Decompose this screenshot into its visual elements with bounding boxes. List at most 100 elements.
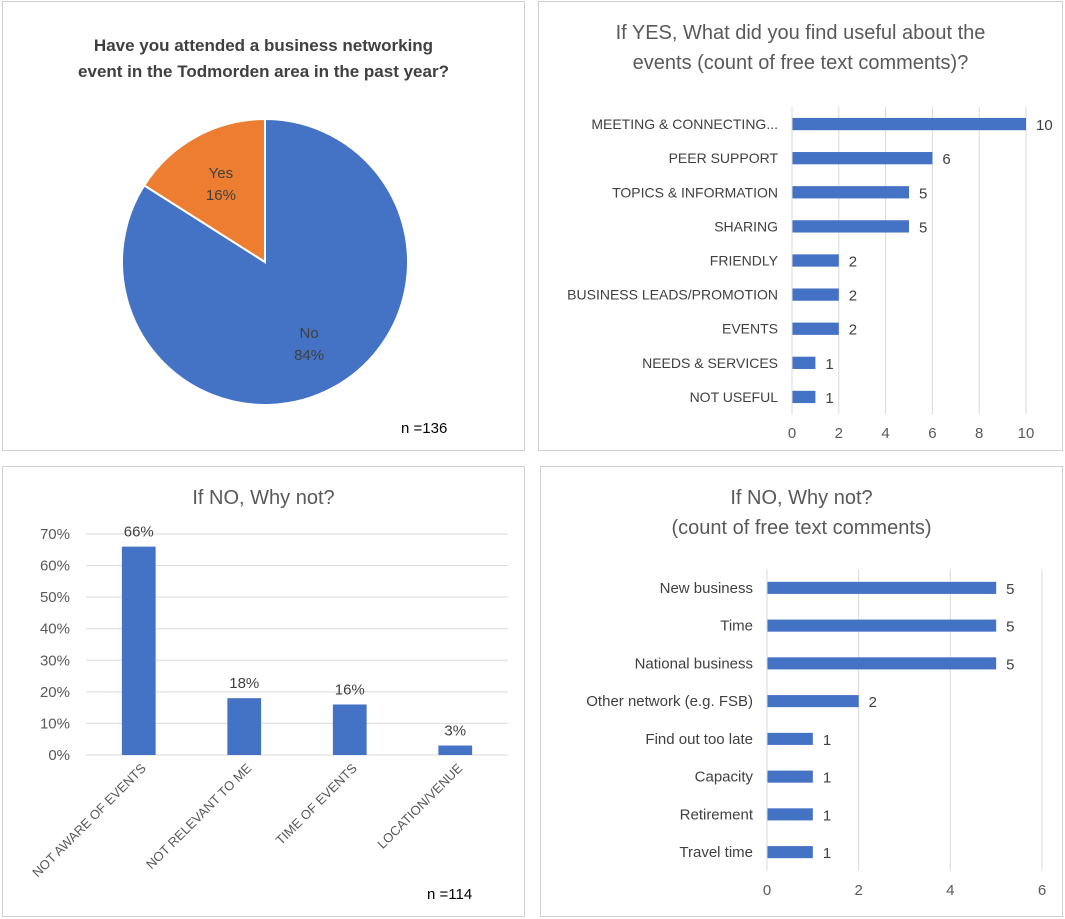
useful-tick-4: 4 [881, 425, 889, 442]
pie-value-yes: 16% [206, 187, 236, 204]
whynot-tick-20: 20% [40, 684, 70, 701]
comments-category-other-network-e-g-fsb: Other network (e.g. FSB) [586, 693, 753, 710]
useful-chart-title-line-2: events (count of free text comments)? [632, 52, 969, 74]
whynot-category-location-venue: LOCATION/VENUE [374, 760, 465, 851]
useful-bar-friendly [792, 254, 839, 267]
comments-tick-2: 2 [854, 882, 862, 899]
comments-category-find-out-too-late: Find out too late [645, 731, 753, 748]
pie-slice-yes [142, 117, 266, 264]
comments-bar-new-business [767, 581, 997, 594]
comments-category-retirement: Retirement [680, 806, 754, 823]
comments-tick-0: 0 [763, 882, 771, 899]
useful-tick-2: 2 [835, 425, 843, 442]
pie-chart: No 84% Yes 16% [121, 117, 409, 406]
comments-value-new-business: 5 [1006, 581, 1014, 598]
whynot-tick-60: 60% [40, 558, 70, 575]
why-not-comments-chart-title-line-2: (count of free text comments) [671, 517, 932, 539]
whynot-category-not-aware-of-events: NOT AWARE OF EVENTS [29, 760, 149, 880]
why-not-chart-panel: If NO, Why not? 0% 10% 20% 30% 40% 50% 60% 70% 6… [2, 466, 525, 917]
comments-bar-travel-time [767, 846, 813, 859]
comments-category-time: Time [720, 618, 753, 635]
why-not-comments-chart-title: If NO, Why not? (count of free text comm… [541, 483, 1062, 543]
comments-tick-6: 6 [1038, 882, 1046, 899]
why-not-bar-chart: 0% 10% 20% 30% 40% 50% 60% 70% 66% NOT AWARE OF E… [29, 524, 508, 880]
useful-value-sharing: 5 [919, 219, 927, 236]
useful-tick-10: 10 [1018, 425, 1035, 442]
useful-category-events: EVENTS [722, 321, 778, 337]
useful-bar-chart: 0 2 4 6 8 10 MEETING & CONNECTING... 10 PEER SUP… [567, 107, 1053, 442]
comments-bar-national-business [767, 657, 997, 670]
useful-value-peer-support: 6 [942, 151, 950, 168]
whynot-value-not-aware-of-events: 66% [124, 524, 154, 541]
useful-value-meeting-connecting: 10 [1036, 117, 1053, 134]
whynot-value-time-of-events: 16% [335, 681, 365, 698]
whynot-category-time-of-events: TIME OF EVENTS [273, 760, 360, 847]
useful-value-friendly: 2 [849, 254, 857, 271]
whynot-tick-40: 40% [40, 621, 70, 638]
comments-bar-capacity [767, 770, 813, 783]
pie-chart-title-line-2: event in the Todmorden area in the past … [78, 62, 449, 81]
why-not-comments-chart-title-line-1: If NO, Why not? [730, 487, 873, 509]
useful-tick-6: 6 [928, 425, 936, 442]
why-not-chart-title: If NO, Why not? [3, 483, 524, 513]
useful-bar-sharing [792, 220, 909, 233]
whynot-value-location-venue: 3% [444, 723, 466, 740]
comments-value-other-network-e-g-fsb: 2 [869, 694, 877, 711]
why-not-chart-sample-size: n =114 [427, 886, 473, 903]
useful-bar-topics-information [792, 186, 909, 199]
whynot-tick-70: 70% [40, 526, 70, 543]
useful-category-sharing: SHARING [714, 218, 778, 234]
useful-value-not-useful: 1 [825, 390, 833, 407]
comments-value-find-out-too-late: 1 [823, 732, 831, 749]
comments-value-national-business: 5 [1006, 656, 1014, 673]
whynot-tick-10: 10% [40, 715, 70, 732]
whynot-bar-time-of-events [332, 704, 367, 755]
useful-value-needs-services: 1 [825, 356, 833, 373]
useful-category-peer-support: PEER SUPPORT [669, 150, 779, 166]
whynot-tick-50: 50% [40, 589, 70, 606]
useful-value-topics-information: 5 [919, 185, 927, 202]
useful-bar-business-leads-promotion [792, 288, 839, 301]
comments-value-travel-time: 1 [823, 845, 831, 862]
whynot-value-not-relevant-to-me: 18% [229, 675, 259, 692]
comments-bar-retirement [767, 808, 813, 821]
pie-chart-title: Have you attended a business networking … [3, 33, 524, 85]
useful-category-meeting-connecting: MEETING & CONNECTING... [591, 116, 778, 132]
useful-category-friendly: FRIENDLY [710, 253, 779, 269]
comments-value-retirement: 1 [823, 807, 831, 824]
pie-label-no: No [299, 325, 318, 342]
why-not-chart-title-line-1: If NO, Why not? [192, 487, 335, 509]
whynot-category-not-relevant-to-me: NOT RELEVANT TO ME [143, 760, 255, 872]
comments-value-capacity: 1 [823, 770, 831, 787]
useful-tick-0: 0 [788, 425, 796, 442]
whynot-bar-location-venue [438, 745, 473, 755]
comments-category-travel-time: Travel time [679, 844, 753, 861]
pie-chart-sample-size: n =136 [401, 420, 448, 437]
pie-value-no: 84% [294, 347, 324, 364]
comments-category-national-business: National business [635, 655, 753, 672]
useful-category-topics-information: TOPICS & INFORMATION [612, 184, 778, 200]
useful-bar-meeting-connecting [792, 117, 1026, 131]
comments-bar-other-network-e-g-fsb [767, 695, 859, 708]
comments-category-new-business: New business [660, 580, 753, 597]
comments-bar-find-out-too-late [767, 732, 813, 745]
useful-category-not-useful: NOT USEFUL [690, 389, 779, 405]
whynot-tick-0: 0% [48, 747, 70, 764]
whynot-bar-not-aware-of-events [121, 546, 156, 755]
comments-tick-4: 4 [946, 882, 954, 899]
pie-label-yes: Yes [209, 165, 233, 182]
comments-bar-time [767, 619, 997, 632]
why-not-comments-bar-chart: 0 2 4 6 New business 5 Time 5 National business 5… [586, 569, 1046, 899]
useful-bar-needs-services [792, 356, 816, 369]
useful-bar-not-useful [792, 390, 816, 404]
pie-chart-panel: Have you attended a business networking … [2, 1, 525, 451]
why-not-comments-chart-panel: If NO, Why not? (count of free text comm… [540, 466, 1063, 917]
useful-category-business-leads-promotion: BUSINESS LEADS/PROMOTION [567, 287, 778, 303]
useful-bar-peer-support [792, 152, 933, 165]
comments-category-capacity: Capacity [695, 769, 754, 786]
useful-value-events: 2 [849, 322, 857, 339]
comments-value-time: 5 [1006, 619, 1014, 636]
useful-tick-8: 8 [975, 425, 983, 442]
useful-chart-panel: If YES, What did you find useful about t… [538, 1, 1063, 451]
useful-value-business-leads-promotion: 2 [849, 288, 857, 305]
